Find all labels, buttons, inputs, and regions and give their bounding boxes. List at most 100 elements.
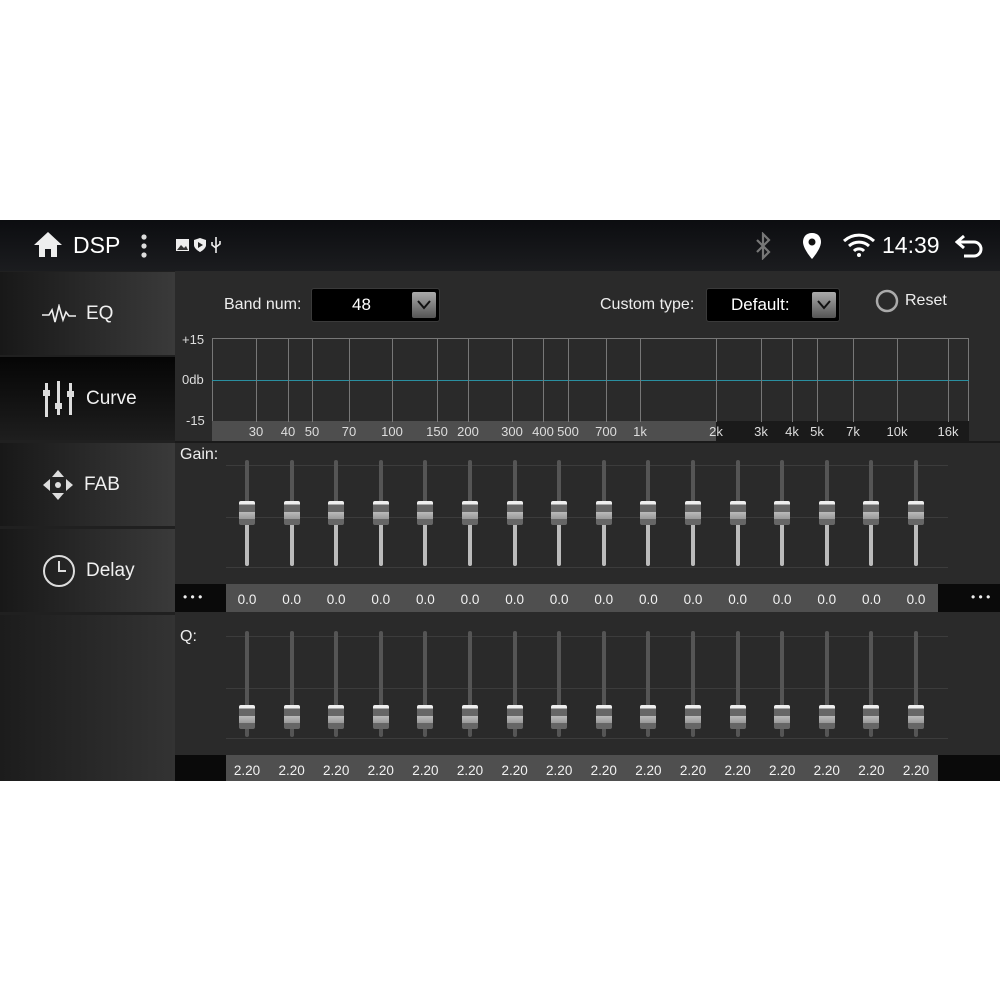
q-slider[interactable]: [726, 631, 750, 737]
slider-knob[interactable]: [283, 501, 300, 525]
q-slider[interactable]: [503, 631, 527, 737]
gain-value: 0.0: [683, 592, 703, 607]
slider-knob[interactable]: [283, 705, 300, 729]
slider-knob[interactable]: [417, 501, 434, 525]
slider-knob[interactable]: [863, 705, 880, 729]
slider-knob[interactable]: [729, 501, 746, 525]
slider-knob[interactable]: [372, 501, 389, 525]
slider-knob[interactable]: [729, 705, 746, 729]
scroll-right-button[interactable]: • • •: [938, 584, 1000, 612]
slider-knob[interactable]: [818, 705, 835, 729]
slider-knob[interactable]: [595, 705, 612, 729]
band-num-dropdown[interactable]: 48: [311, 288, 440, 322]
back-icon: [955, 234, 983, 258]
q-slider[interactable]: [681, 631, 705, 737]
slider-knob[interactable]: [506, 501, 523, 525]
slider-knob[interactable]: [372, 705, 389, 729]
slider-fill: [378, 513, 383, 566]
q-value: 2.20: [858, 763, 885, 778]
q-slider[interactable]: [904, 631, 928, 737]
slider-track: [780, 631, 785, 737]
gain-slider[interactable]: [458, 460, 482, 566]
slider-knob[interactable]: [908, 705, 924, 729]
slider-knob[interactable]: [685, 501, 701, 525]
slider-knob[interactable]: [328, 501, 345, 525]
gain-value: 0.0: [862, 592, 881, 607]
slider-knob[interactable]: [328, 705, 345, 729]
slider-knob[interactable]: [818, 501, 835, 525]
q-slider[interactable]: [324, 631, 348, 737]
q-slider[interactable]: [413, 631, 437, 737]
q-value: 2.20: [902, 763, 930, 778]
slider-knob[interactable]: [908, 501, 924, 525]
q-slider[interactable]: [815, 631, 839, 737]
q-slider[interactable]: [592, 631, 616, 737]
scroll-left-button[interactable]: • • •: [175, 584, 226, 612]
slider-knob[interactable]: [506, 705, 523, 729]
sidebar-item-eq[interactable]: EQ: [0, 272, 175, 355]
freq-label: 100: [381, 424, 403, 439]
gain-slider[interactable]: [770, 460, 794, 566]
slider-track: [601, 631, 606, 737]
q-value: 2.20: [233, 763, 261, 778]
gain-slider[interactable]: [592, 460, 616, 566]
gain-slider[interactable]: [235, 460, 259, 566]
gain-value: 0.0: [282, 592, 301, 607]
slider-knob[interactable]: [551, 705, 568, 729]
slider-knob[interactable]: [462, 501, 478, 525]
gain-slider[interactable]: [636, 460, 660, 566]
slider-knob[interactable]: [640, 501, 657, 525]
q-slider[interactable]: [770, 631, 794, 737]
gain-slider[interactable]: [503, 460, 527, 566]
status-bar: DSP 14:39: [0, 220, 1000, 271]
gain-slider[interactable]: [413, 460, 437, 566]
q-slider[interactable]: [458, 631, 482, 737]
gain-slider[interactable]: [859, 460, 883, 566]
slider-track: [512, 631, 517, 737]
slider-knob[interactable]: [417, 705, 434, 729]
slider-knob[interactable]: [551, 501, 568, 525]
slider-knob[interactable]: [595, 501, 612, 525]
custom-type-dropdown[interactable]: Default:: [706, 288, 840, 322]
grid-line: [640, 338, 641, 422]
gain-slider[interactable]: [815, 460, 839, 566]
q-slider[interactable]: [636, 631, 660, 737]
slider-knob[interactable]: [774, 705, 791, 729]
sidebar-item-fab[interactable]: FAB: [0, 443, 175, 526]
gain-slider[interactable]: [726, 460, 750, 566]
freq-label: 400: [532, 424, 554, 439]
home-button[interactable]: [32, 230, 64, 258]
gain-value: 0.0: [594, 592, 614, 607]
grid-line: [716, 338, 717, 422]
freq-label: 10k: [886, 424, 908, 439]
slider-knob[interactable]: [863, 501, 880, 525]
gain-label: Gain:: [180, 446, 219, 463]
gain-value: 0.0: [817, 592, 837, 607]
slider-knob[interactable]: [239, 501, 255, 525]
slider-knob[interactable]: [239, 705, 255, 729]
q-slider[interactable]: [280, 631, 304, 737]
gain-slider[interactable]: [280, 460, 304, 566]
q-slider[interactable]: [859, 631, 883, 737]
gain-slider[interactable]: [904, 460, 928, 566]
back-button[interactable]: [955, 234, 983, 258]
gain-slider[interactable]: [681, 460, 705, 566]
sidebar-item-curve[interactable]: Curve: [0, 357, 175, 440]
q-slider[interactable]: [547, 631, 571, 737]
slider-knob[interactable]: [462, 705, 478, 729]
q-slider[interactable]: [369, 631, 393, 737]
more-button[interactable]: [140, 233, 148, 259]
sidebar-item-delay[interactable]: Delay: [0, 529, 175, 612]
slider-knob[interactable]: [685, 705, 701, 729]
gain-slider[interactable]: [324, 460, 348, 566]
slider-knob[interactable]: [774, 501, 791, 525]
slider-knob[interactable]: [640, 705, 657, 729]
slider-fill: [914, 513, 918, 566]
q-value: 2.20: [546, 763, 573, 778]
grid-line: [817, 338, 818, 422]
q-slider[interactable]: [235, 631, 259, 737]
gain-slider[interactable]: [369, 460, 393, 566]
freq-label: 50: [304, 424, 320, 439]
reset-button[interactable]: Reset: [875, 289, 947, 313]
gain-slider[interactable]: [547, 460, 571, 566]
